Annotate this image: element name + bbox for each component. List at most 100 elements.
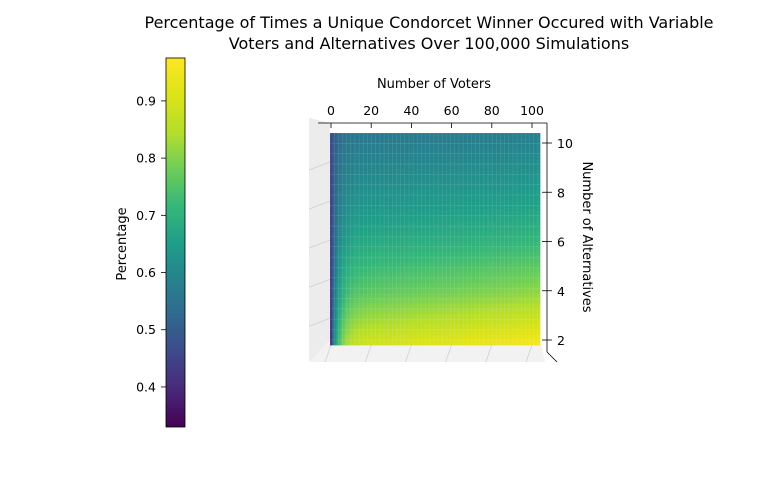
surface-cell [488, 133, 491, 139]
surface-cell [332, 210, 335, 217]
surface-cell [454, 200, 458, 206]
surface-cell [413, 293, 416, 299]
surface-cell [396, 324, 399, 330]
surface-cell [336, 267, 339, 273]
surface-cell [490, 195, 493, 201]
surface-cell [460, 158, 464, 165]
surface-cell [427, 329, 431, 336]
surface-cell [375, 189, 379, 196]
surface-cell [460, 329, 464, 336]
surface-cell [506, 246, 510, 253]
surface-cell [442, 277, 445, 284]
surface-cell [346, 179, 350, 186]
surface-cell [371, 174, 375, 180]
surface-cell [338, 262, 341, 268]
surface-cell [483, 164, 487, 170]
surface-cell [498, 179, 501, 186]
surface-cell [354, 169, 358, 175]
surface-cell [377, 210, 381, 217]
surface-cell [404, 298, 408, 304]
surface-cell [450, 215, 454, 222]
surface-cell [519, 169, 522, 175]
surface-cell [404, 220, 408, 227]
surface-cell [444, 195, 447, 201]
surface-cell [350, 138, 354, 144]
surface-cell [409, 282, 412, 289]
surface-cell [419, 148, 422, 155]
surface-cell [390, 158, 393, 165]
surface-cell [477, 251, 481, 258]
surface-cell [350, 200, 354, 206]
surface-cell [471, 308, 474, 315]
surface-cell [427, 303, 431, 310]
surface-cell [500, 246, 503, 253]
surface-cell [510, 339, 514, 346]
surface-cell [340, 251, 343, 258]
surface-cell [508, 246, 512, 253]
surface-cell [386, 210, 389, 217]
surface-cell [454, 220, 458, 227]
surface-cell [419, 282, 422, 289]
surface-cell [425, 158, 429, 165]
surface-cell [483, 277, 487, 284]
surface-cell [332, 267, 335, 273]
surface-cell [460, 226, 464, 232]
surface-cell [413, 174, 416, 180]
surface-cell [502, 174, 505, 180]
surface-cell [448, 210, 451, 217]
surface-cell [330, 210, 333, 217]
surface-cell [479, 262, 483, 268]
surface-cell [336, 282, 339, 289]
surface-cell [330, 169, 333, 175]
surface-cell [438, 169, 441, 175]
surface-cell [458, 313, 462, 320]
surface-cell [475, 293, 478, 299]
surface-cell [519, 267, 522, 273]
surface-cell [396, 158, 399, 165]
surface-cell [342, 319, 345, 325]
surface-cell [456, 334, 460, 341]
surface-cell [404, 288, 408, 294]
surface-cell [446, 215, 449, 222]
surface-cell [467, 324, 470, 330]
surface-cell [510, 138, 514, 144]
surface-cell [425, 169, 429, 175]
surface-cell [336, 298, 339, 304]
surface-cell [448, 200, 451, 206]
surface-cell [469, 205, 472, 211]
surface-cell [342, 195, 345, 201]
surface-cell [444, 215, 447, 222]
surface-cell [460, 169, 464, 175]
surface-cell [483, 282, 487, 289]
surface-cell [334, 262, 337, 268]
surface-cell [361, 189, 364, 196]
surface-cell [473, 143, 476, 149]
surface-cell [498, 195, 501, 201]
surface-cell [348, 277, 352, 284]
surface-cell [494, 236, 497, 242]
surface-cell [535, 158, 539, 165]
surface-cell [469, 164, 472, 170]
surface-cell [357, 189, 360, 196]
surface-cell [363, 298, 366, 304]
wall-gridline [308, 200, 331, 210]
surface-cell [415, 169, 418, 175]
surface-cell [338, 236, 341, 242]
surface-cell [537, 189, 541, 196]
surface-cell [394, 241, 397, 248]
surface-cell [332, 205, 335, 211]
surface-cell [415, 164, 418, 170]
surface-cell [467, 226, 470, 232]
surface-cell [473, 133, 476, 139]
surface-cell [450, 200, 454, 206]
surface-cell [531, 133, 535, 139]
surface-cell [488, 179, 491, 186]
surface-cell [381, 324, 385, 330]
surface-cell [465, 174, 468, 180]
surface-cell [390, 200, 393, 206]
surface-cell [477, 210, 481, 217]
surface-cell [473, 246, 476, 253]
surface-cell [431, 200, 435, 206]
surface-cell [406, 267, 410, 273]
surface-cell [521, 153, 524, 160]
